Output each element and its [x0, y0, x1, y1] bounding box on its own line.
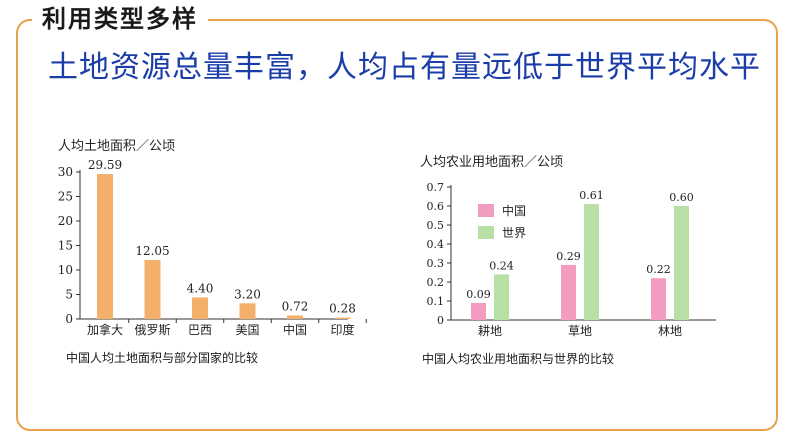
section-title: 利用类型多样: [32, 4, 208, 34]
chart1-caption: 中国人均土地面积与部分国家的比较: [66, 351, 259, 365]
page-title: 土地资源总量丰富，人均占有量远低于世界平均水平: [48, 50, 761, 85]
content-frame: [16, 19, 778, 431]
chart2-caption: 中国人均农业用地面积与世界的比较: [422, 352, 615, 366]
